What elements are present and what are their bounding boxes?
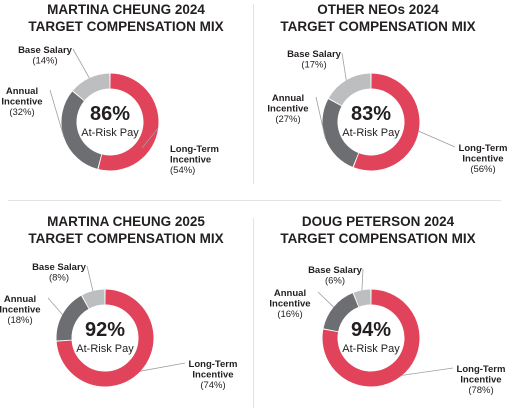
slice-label: Base Salary (6%) (308, 265, 363, 287)
donut-chart-panel: OTHER NEOs 2024 TARGET COMPENSATION MIX Lo… (267, 2, 507, 175)
slice-label: Annual Incentive (32%) (1, 86, 42, 118)
slice-label: Long-Term Incentive (74%) (189, 359, 238, 391)
donut-slice (82, 289, 106, 309)
chart-title: MARTINA CHEUNG 2025 TARGET COMPENSATION M… (28, 214, 223, 246)
donut-slice (73, 73, 111, 101)
slice-label: Base Salary (14%) (18, 45, 73, 67)
slice-label: Long-Term Incentive (56%) (459, 143, 508, 175)
column-divider-top (253, 4, 254, 184)
leader-line (141, 127, 159, 149)
leader-line (418, 130, 456, 148)
center-value: 86% (90, 103, 130, 125)
slice-label: Long-Term Incentive (54%) (170, 144, 219, 176)
row-divider (8, 200, 501, 201)
leader-line (72, 48, 90, 79)
leader-line (49, 89, 65, 138)
slice-label: Base Salary (8%) (32, 262, 87, 284)
donut-slice (353, 289, 371, 307)
slice-label: Annual Incentive (18%) (0, 294, 41, 326)
donut-slice (322, 99, 359, 167)
leader-line (361, 268, 364, 291)
donut-chart-panel: DOUG PETERSON 2024 TARGET COMPENSATION MI… (269, 214, 505, 396)
center-value: 92% (85, 319, 125, 341)
donut-slice (323, 293, 359, 332)
donut-slice (56, 289, 154, 387)
donut-slice (61, 91, 102, 169)
leader-line (317, 291, 334, 308)
leader-line (140, 362, 186, 372)
slice-label: Annual Incentive (16%) (269, 288, 310, 320)
leader-line (341, 52, 347, 81)
chart-title: DOUG PETERSON 2024 TARGET COMPENSATION MI… (280, 214, 475, 246)
leader-line (47, 297, 63, 315)
leader-line (315, 96, 326, 139)
center-value: 94% (351, 319, 391, 341)
center-label: At-Risk Pay (81, 127, 139, 139)
center-label: At-Risk Pay (342, 343, 400, 355)
donut-slice (328, 73, 371, 106)
slice-label: Annual Incentive (27%) (267, 93, 308, 125)
slice-label: Base Salary (17%) (287, 49, 342, 71)
donut-chart-panel: MARTINA CHEUNG 2025 TARGET COMPENSATION M… (0, 214, 237, 391)
chart-title: OTHER NEOs 2024 TARGET COMPENSATION MIX (280, 2, 475, 34)
center-label: At-Risk Pay (76, 343, 134, 355)
donut-slice (353, 73, 420, 171)
donut-slice (322, 289, 420, 387)
center-value: 83% (351, 103, 391, 125)
column-divider-bottom (253, 218, 254, 408)
leader-line (401, 367, 454, 376)
donut-slice (98, 73, 159, 171)
slice-label: Long-Term Incentive (78%) (457, 364, 506, 396)
donut-slice (56, 295, 89, 341)
chart-title: MARTINA CHEUNG 2024 TARGET COMPENSATION M… (28, 2, 223, 34)
center-label: At-Risk Pay (342, 127, 400, 139)
donut-chart-panel: MARTINA CHEUNG 2024 TARGET COMPENSATION M… (1, 2, 223, 176)
leader-line (86, 265, 94, 292)
